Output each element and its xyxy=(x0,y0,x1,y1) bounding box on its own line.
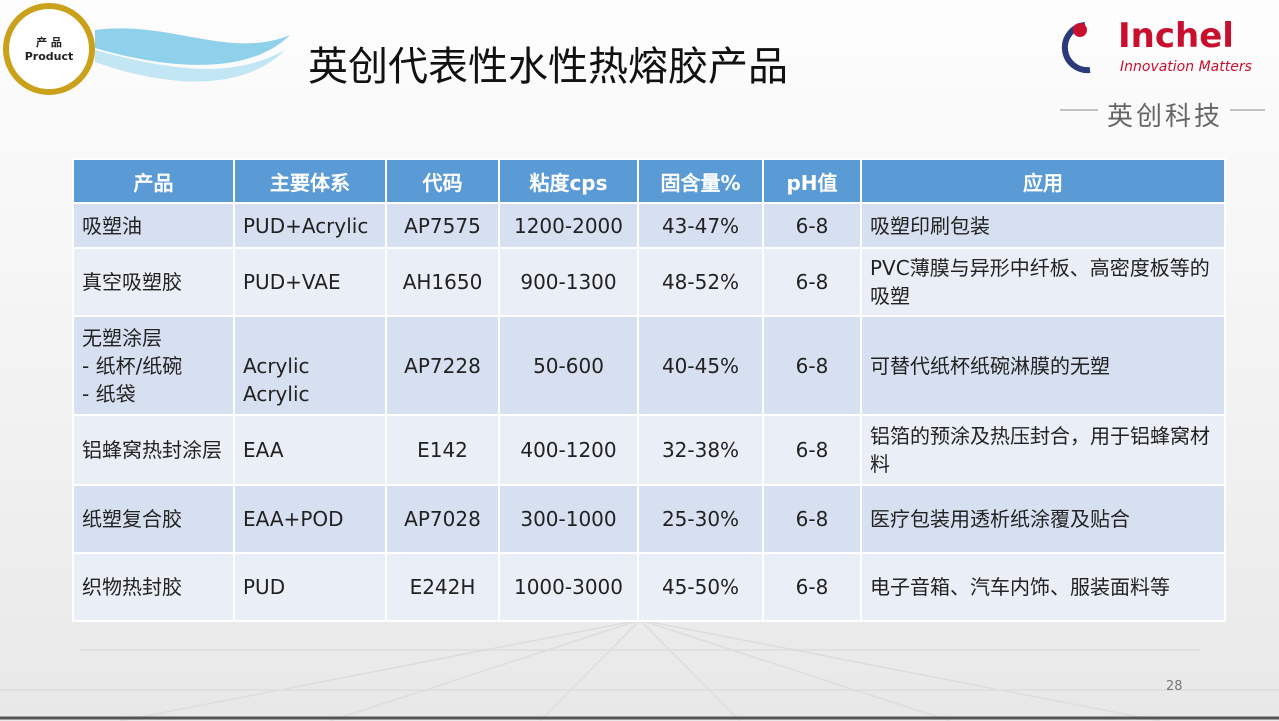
table-cell: AP7575 xyxy=(385,202,500,249)
slide-title: 英创代表性水性热熔胶产品 xyxy=(308,44,788,90)
table-cell: PUD+Acrylic xyxy=(233,202,387,249)
table-cell: 铝蜂窝热封涂层 xyxy=(72,414,235,486)
header-row: 产品 主要体系 代码 粘度cps 固含量% pH值 应用 xyxy=(72,158,1226,204)
table-row: 真空吸塑胶 PUD+VAE AH1650 900-1300 48-52% 6-8 PVC薄膜… xyxy=(72,247,1226,317)
table-cell: AH1650 xyxy=(385,247,500,317)
product-table: 产品 主要体系 代码 粘度cps 固含量% pH值 应用 吸塑油 PUD+Acrylic AP7… xyxy=(72,158,1226,622)
table-cell: 6-8 xyxy=(762,414,862,486)
cell-line: - 纸杯/纸碗 xyxy=(82,353,183,378)
table-cell: AP7228 xyxy=(385,315,500,416)
table-cell: PUD xyxy=(233,552,387,622)
table-cell: 50-600 xyxy=(498,315,639,416)
table-cell: 医疗包装用透析纸涂覆及贴合 xyxy=(860,484,1226,554)
logo-brand: Inchel xyxy=(1118,16,1234,56)
table-cell: 6-8 xyxy=(762,315,862,416)
table-cell: 铝箔的预涂及热压封合，用于铝蜂窝材料 xyxy=(860,414,1226,486)
table-cell: 300-1000 xyxy=(498,484,639,554)
section-badge: 产 品 Product xyxy=(3,3,95,95)
table-row: 吸塑油 PUD+Acrylic AP7575 1200-2000 43-47% 6-8 吸塑… xyxy=(72,202,1226,249)
cell-line: 无塑涂层 xyxy=(82,325,162,350)
page-number: 28 xyxy=(1166,679,1183,694)
table-cell: 6-8 xyxy=(762,247,862,317)
table-cell: PUD+VAE xyxy=(233,247,387,317)
table-cell: 无塑涂层 - 纸杯/纸碗 - 纸袋 xyxy=(72,315,235,416)
column-header: pH值 xyxy=(762,158,862,204)
table-cell: 45-50% xyxy=(637,552,764,622)
logo-tagline: Innovation Matters xyxy=(1120,59,1252,75)
table-cell: 纸塑复合胶 xyxy=(72,484,235,554)
table-cell: 25-30% xyxy=(637,484,764,554)
column-header: 产品 xyxy=(72,158,235,204)
table-cell: 6-8 xyxy=(762,484,862,554)
table-cell: 吸塑印刷包装 xyxy=(860,202,1226,249)
column-header: 代码 xyxy=(385,158,500,204)
table-cell: 6-8 xyxy=(762,552,862,622)
table-cell: 43-47% xyxy=(637,202,764,249)
table-row: 无塑涂层 - 纸杯/纸碗 - 纸袋 Acrylic Acrylic AP7228 50-60… xyxy=(72,315,1226,416)
table-cell: EAA xyxy=(233,414,387,486)
table-cell: 400-1200 xyxy=(498,414,639,486)
column-header: 固含量% xyxy=(637,158,764,204)
table-cell: E242H xyxy=(385,552,500,622)
table-cell: EAA+POD xyxy=(233,484,387,554)
table-cell: 真空吸塑胶 xyxy=(72,247,235,317)
table-cell: 可替代纸杯纸碗淋膜的无塑 xyxy=(860,315,1226,416)
table-cell: 40-45% xyxy=(637,315,764,416)
badge-text: 产 品 xyxy=(36,36,62,49)
table-row: 纸塑复合胶 EAA+POD AP7028 300-1000 25-30% 6-8 医疗包装用… xyxy=(72,484,1226,554)
logo-chinese-name: 英创科技 xyxy=(1106,102,1223,132)
cell-line: Acrylic xyxy=(243,381,310,406)
table-cell: 6-8 xyxy=(762,202,862,249)
table-cell: Acrylic Acrylic xyxy=(233,315,387,416)
table-cell: 1000-3000 xyxy=(498,552,639,622)
badge-text: Product xyxy=(24,50,74,63)
cell-line: - 纸袋 xyxy=(82,381,136,406)
column-header: 应用 xyxy=(860,158,1226,204)
table-cell: PVC薄膜与异形中纤板、高密度板等的吸塑 xyxy=(860,247,1226,317)
table-cell: 吸塑油 xyxy=(72,202,235,249)
table-cell: 48-52% xyxy=(637,247,764,317)
table-cell: 电子音箱、汽车内饰、服装面料等 xyxy=(860,552,1226,622)
table-cell: 32-38% xyxy=(637,414,764,486)
column-header: 主要体系 xyxy=(233,158,387,204)
table-cell: 1200-2000 xyxy=(498,202,639,249)
table-cell: E142 xyxy=(385,414,500,486)
cell-line: Acrylic xyxy=(243,353,310,378)
table-cell: AP7028 xyxy=(385,484,500,554)
column-header: 粘度cps xyxy=(498,158,639,204)
table-row: 织物热封胶 PUD E242H 1000-3000 45-50% 6-8 电子音箱、汽车内饰… xyxy=(72,552,1226,622)
table-cell: 织物热封胶 xyxy=(72,552,235,622)
table-cell: 900-1300 xyxy=(498,247,639,317)
table-row: 铝蜂窝热封涂层 EAA E142 400-1200 32-38% 6-8 铝箔的预涂及热压封… xyxy=(72,414,1226,486)
